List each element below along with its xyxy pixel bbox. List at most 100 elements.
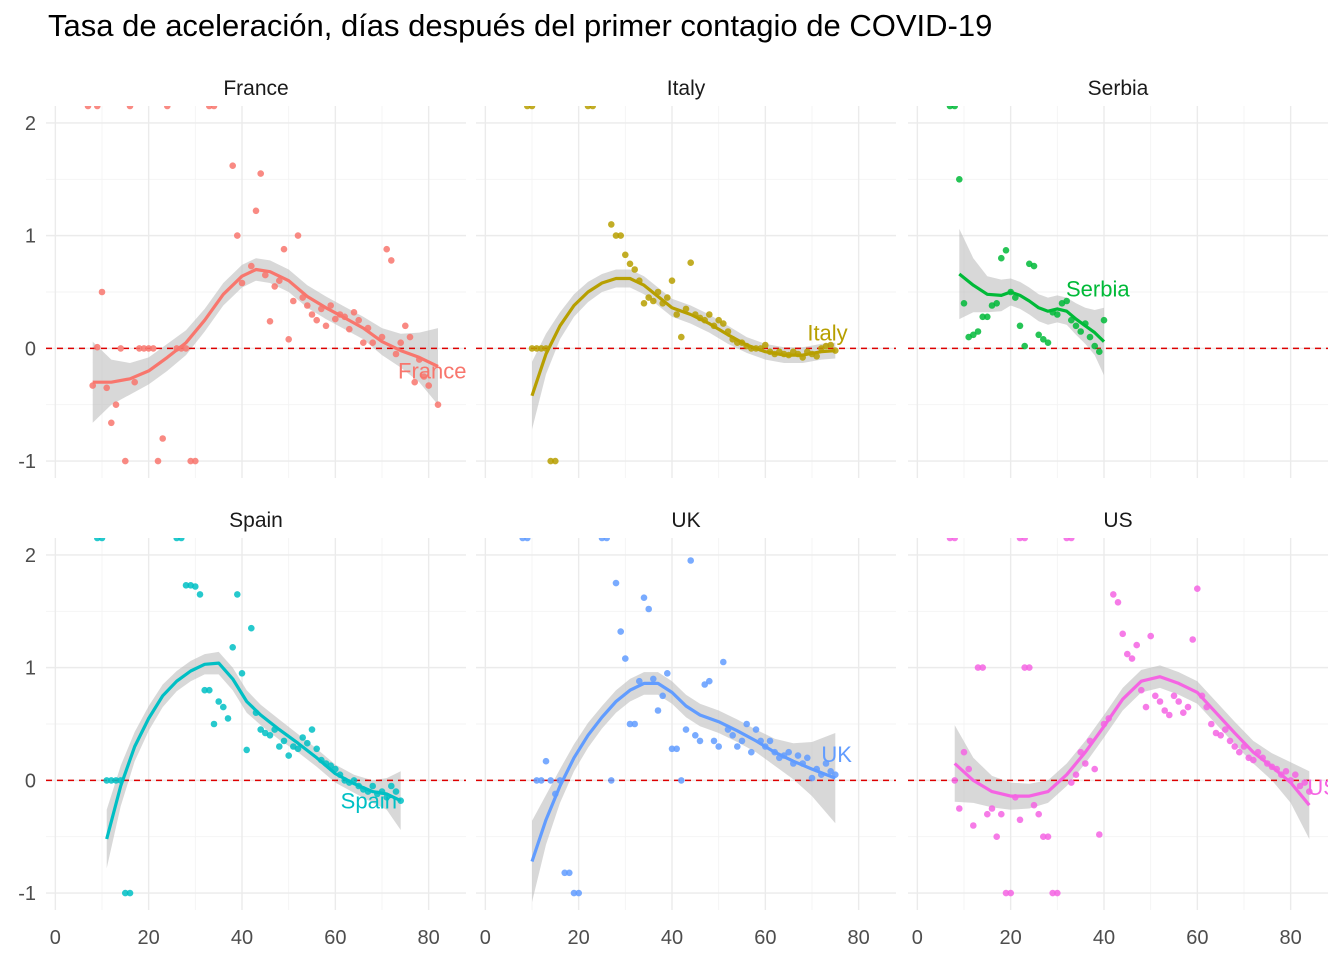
- data-point-uk: [668, 745, 676, 753]
- data-point-spain: [285, 752, 293, 759]
- facet-label-serbia: Serbia: [1088, 77, 1149, 100]
- data-point-uk: [822, 760, 830, 767]
- data-point-france: [420, 373, 428, 380]
- data-point-us: [1180, 709, 1187, 716]
- data-point-serbia: [1021, 342, 1028, 350]
- data-point-france: [126, 106, 134, 110]
- data-point-france: [248, 262, 255, 270]
- data-point-uk: [603, 538, 610, 542]
- data-point-france: [369, 339, 377, 347]
- data-point-spain: [257, 726, 265, 733]
- panel-plot-area: Serbia: [908, 106, 1328, 376]
- data-point-us: [1054, 889, 1061, 897]
- trend-line-uk: [530, 681, 836, 863]
- data-point-spain: [112, 777, 120, 784]
- panel-serbia: Serbia Serbia: [908, 77, 1328, 478]
- data-point-france: [355, 316, 363, 324]
- series-end-label-serbia: Serbia: [1066, 277, 1130, 302]
- data-point-uk: [701, 681, 708, 688]
- data-point-france: [285, 336, 293, 343]
- data-point-us: [960, 748, 968, 756]
- panel-us: US 0 20 40 60 80 US: [908, 509, 1328, 949]
- data-point-us: [1184, 703, 1192, 711]
- x-tick-label: 80: [1280, 927, 1302, 949]
- data-point-france: [182, 345, 190, 352]
- data-point-us: [970, 822, 977, 829]
- data-point-us: [951, 777, 958, 784]
- data-point-france: [210, 106, 218, 110]
- data-point-italy: [715, 316, 722, 324]
- data-point-uk: [612, 579, 620, 587]
- data-point-us: [1208, 720, 1215, 728]
- data-point-uk: [650, 675, 657, 683]
- data-point-serbia: [1096, 348, 1103, 356]
- data-point-spain: [201, 686, 208, 694]
- data-point-france: [94, 343, 101, 351]
- confidence-band-uk: [532, 672, 836, 903]
- data-point-italy: [528, 345, 536, 352]
- data-point-uk: [622, 655, 629, 662]
- data-point-italy: [640, 300, 648, 307]
- data-point-spain: [192, 583, 199, 590]
- data-point-uk: [682, 726, 690, 733]
- confidence-band-spain: [106, 651, 401, 869]
- data-point-uk: [547, 777, 554, 784]
- data-point-italy: [645, 294, 652, 301]
- data-point-us: [1226, 737, 1234, 745]
- data-point-italy: [626, 260, 634, 268]
- data-point-italy: [538, 345, 545, 352]
- data-point-france: [145, 345, 152, 352]
- data-point-serbia: [960, 300, 968, 307]
- data-point-serbia: [1063, 297, 1070, 305]
- x-tick-label: 60: [754, 927, 776, 949]
- x-tick-label: 80: [418, 927, 440, 949]
- data-point-us: [1030, 801, 1038, 809]
- data-point-us: [1082, 760, 1089, 767]
- trend-line-us: [953, 675, 1311, 807]
- data-point-italy: [678, 333, 685, 341]
- data-point-uk: [533, 777, 540, 784]
- data-point-france: [402, 322, 409, 330]
- data-point-us: [1292, 771, 1299, 778]
- data-point-france: [276, 277, 283, 285]
- data-point-uk: [785, 748, 792, 756]
- data-point-serbia: [1016, 322, 1024, 330]
- data-point-france: [257, 170, 265, 177]
- data-point-serbia: [1040, 336, 1047, 343]
- data-point-france: [140, 345, 148, 352]
- data-point-italy: [552, 457, 559, 465]
- data-point-us: [1306, 788, 1313, 795]
- data-point-serbia: [1054, 311, 1061, 318]
- data-point-italy: [664, 294, 671, 301]
- data-point-us: [1124, 650, 1131, 658]
- data-point-italy: [687, 259, 694, 267]
- data-point-spain: [122, 889, 129, 897]
- data-point-spain: [126, 889, 134, 897]
- y-tick-label: 1: [25, 658, 36, 680]
- data-point-us: [1166, 711, 1173, 719]
- trend-line-italy: [530, 276, 836, 397]
- data-point-uk: [808, 774, 816, 782]
- chart-title: Tasa de aceleración, días después del pr…: [48, 8, 993, 43]
- data-point-uk: [608, 777, 615, 784]
- data-point-france: [434, 401, 442, 409]
- data-point-spain: [266, 732, 274, 739]
- data-point-us: [1049, 889, 1056, 897]
- data-point-france: [122, 457, 129, 465]
- data-point-us: [1217, 732, 1224, 739]
- data-point-serbia: [970, 331, 977, 339]
- panel-france: France -1 0 1 2 France: [18, 77, 466, 478]
- data-point-france: [388, 257, 395, 264]
- data-point-spain: [98, 538, 106, 542]
- data-point-us: [1156, 698, 1164, 705]
- data-point-uk: [752, 726, 760, 733]
- panel-uk: UK 0 20 40 60 80 UK: [476, 509, 896, 949]
- data-point-us: [998, 810, 1005, 818]
- facet-label-italy: Italy: [667, 77, 706, 100]
- data-point-france: [322, 322, 330, 330]
- y-tick-label: 0: [25, 338, 36, 360]
- data-point-france: [425, 382, 433, 389]
- panel-plot-area: US: [908, 538, 1328, 897]
- data-point-us: [1026, 664, 1033, 671]
- data-point-spain: [388, 782, 395, 790]
